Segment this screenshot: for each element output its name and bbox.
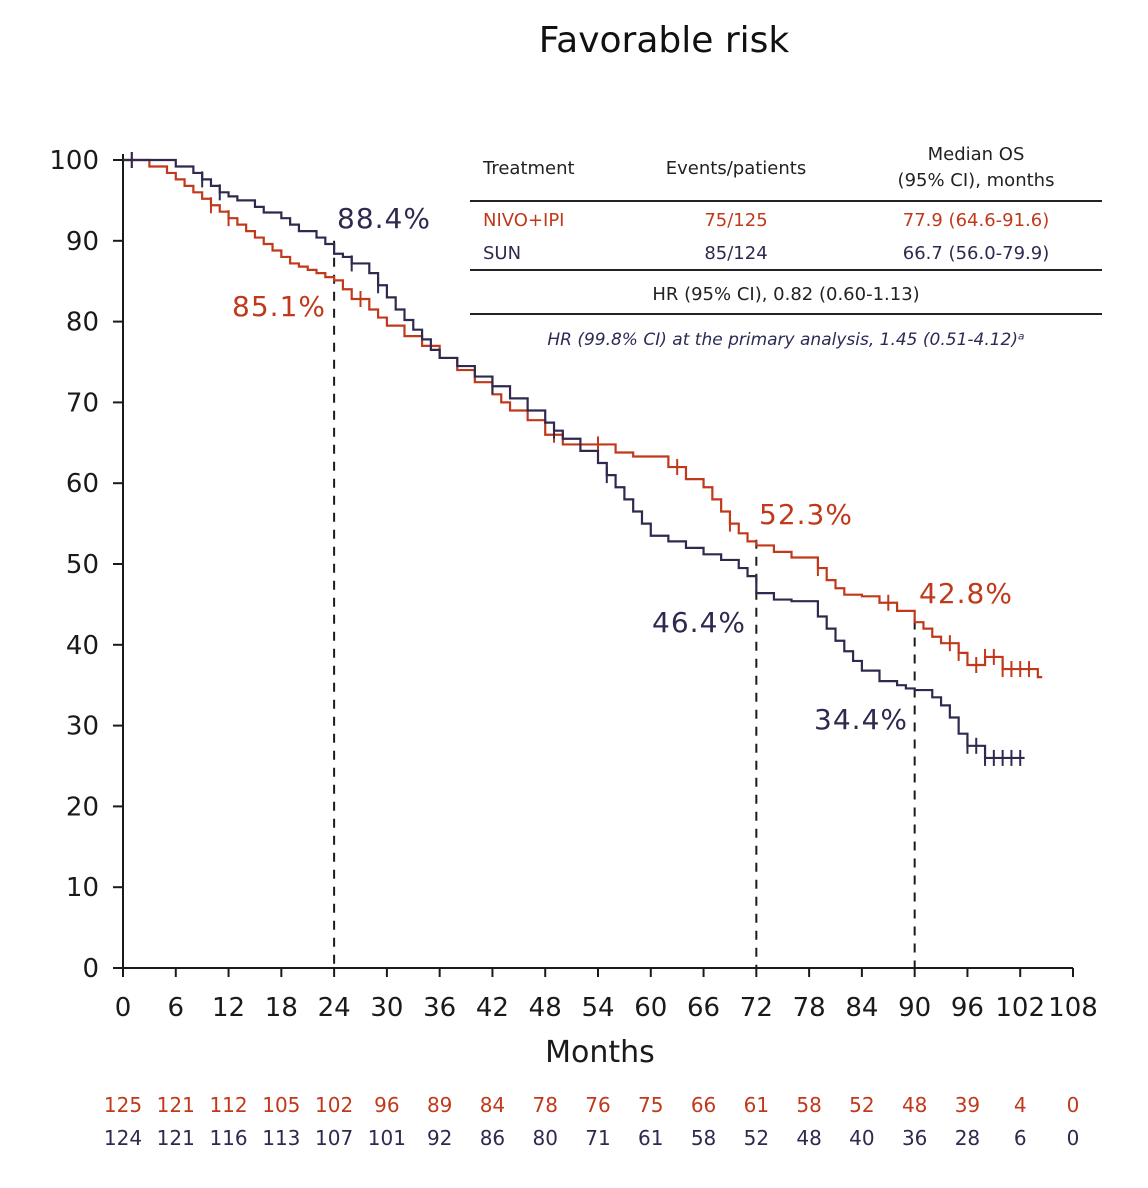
x-tick-label: 6 [168,993,185,1023]
y-tick-label: 10 [66,873,99,903]
at-risk-count: 80 [532,1126,557,1150]
x-tick-label: 96 [951,993,984,1023]
x-tick-label: 12 [212,993,245,1023]
annotation-label: 34.4% [814,703,908,736]
table-header-median: Median OS [928,144,1025,165]
at-risk-count: 48 [902,1093,927,1117]
at-risk-count: 66 [691,1093,716,1117]
table-row-sun-events: 85/124 [704,243,767,264]
curve-nivo-ipi [123,158,1043,679]
table-header-ci: (95% CI), months [898,170,1055,191]
annotation-label: 42.8% [919,577,1013,610]
y-tick-label: 20 [66,792,99,822]
x-tick-label: 30 [370,993,403,1023]
annotation-label: 52.3% [759,498,853,531]
at-risk-count: 61 [744,1093,769,1117]
at-risk-count: 76 [585,1093,610,1117]
y-tick-label: 50 [66,550,99,580]
y-tick-label: 70 [66,388,99,418]
x-tick-label: 24 [318,993,351,1023]
at-risk-count: 101 [368,1126,406,1150]
at-risk-count: 105 [262,1093,300,1117]
at-risk-count: 124 [104,1126,142,1150]
y-tick-label: 0 [82,954,99,984]
table-row-nivo-events: 75/125 [704,210,767,231]
x-tick-label: 36 [423,993,456,1023]
x-tick-label: 18 [265,993,298,1023]
table-header-events: Events/patients [666,158,806,179]
at-risk-count: 40 [849,1126,874,1150]
x-tick-label: 54 [581,993,614,1023]
x-tick-label: 60 [634,993,667,1023]
survival-curves [123,152,1043,766]
at-risk-count: 121 [157,1126,195,1150]
at-risk-count: 84 [480,1093,505,1117]
at-risk-count: 48 [796,1126,821,1150]
at-risk-count: 92 [427,1126,452,1150]
at-risk-count: 39 [955,1093,980,1117]
at-risk-count: 28 [955,1126,980,1150]
at-risk-count: 86 [480,1126,505,1150]
y-tick-label: 60 [66,469,99,499]
x-tick-label: 66 [687,993,720,1023]
at-risk-count: 71 [585,1126,610,1150]
x-tick-label: 90 [898,993,931,1023]
at-risk-count: 125 [104,1093,142,1117]
x-tick-label: 84 [845,993,878,1023]
x-tick-label: 108 [1048,993,1098,1023]
y-tick-label: 90 [66,227,99,257]
annotation-label: 85.1% [232,290,326,323]
chart-title: Favorable risk [539,20,790,61]
at-risk-count: 61 [638,1126,663,1150]
annotations: 88.4% 85.1% 52.3% 46.4% 42.8% 34.4% [232,202,1013,736]
at-risk-count: 52 [849,1093,874,1117]
x-tick-label: 42 [476,993,509,1023]
y-tick-label: 40 [66,631,99,661]
table-row-sun-treatment: SUN [483,243,521,264]
table-row-nivo-median: 77.9 (64.6-91.6) [903,210,1050,231]
at-risk-count: 107 [315,1126,353,1150]
x-tick-label: 48 [529,993,562,1023]
at-risk-count: 96 [374,1093,399,1117]
table-header-treatment: Treatment [482,158,575,179]
x-tick-label: 102 [995,993,1045,1023]
y-tick-label: 80 [66,308,99,338]
at-risk-count: 0 [1067,1126,1080,1150]
inset-table: Treatment Events/patients Median OS (95%… [470,144,1102,350]
at-risk-count: 113 [262,1126,300,1150]
at-risk-count: 6 [1014,1126,1027,1150]
at-risk-count: 78 [532,1093,557,1117]
at-risk-count: 112 [209,1093,247,1117]
x-tick-label: 78 [793,993,826,1023]
x-tick-label: 0 [115,993,132,1023]
at-risk-count: 102 [315,1093,353,1117]
axes: 0 10 20 30 40 50 60 70 80 90 100 0 6 12 18 24 30 36 42 48 54… [49,146,1097,1023]
table-row-nivo-treatment: NIVO+IPI [483,210,565,231]
at-risk-count: 58 [796,1093,821,1117]
y-tick-label: 30 [66,712,99,742]
table-hr: HR (95% CI), 0.82 (0.60-1.13) [652,284,919,305]
annotation-label: 88.4% [337,202,431,235]
at-risk-count: 116 [209,1126,247,1150]
x-tick-label: 72 [740,993,773,1023]
at-risk-count: 4 [1014,1093,1027,1117]
at-risk-count: 121 [157,1093,195,1117]
annotation-label: 46.4% [652,606,746,639]
at-risk-count: 0 [1067,1093,1080,1117]
at-risk-count: 89 [427,1093,452,1117]
at-risk-count: 36 [902,1126,927,1150]
at-risk-table: 125 121 112 105 102 96 89 84 78 76 75 66 61 58 52 48 39 4… [104,1093,1079,1150]
at-risk-count: 75 [638,1093,663,1117]
reference-lines [333,240,916,968]
x-axis-title: Months [545,1035,655,1070]
at-risk-count: 52 [744,1126,769,1150]
table-hr-primary: HR (99.8% CI) at the primary analysis, 1… [547,330,1024,350]
at-risk-count: 58 [691,1126,716,1150]
y-tick-label: 100 [49,146,99,176]
table-row-sun-median: 66.7 (56.0-79.9) [903,243,1050,264]
curve-sun [123,158,1025,760]
